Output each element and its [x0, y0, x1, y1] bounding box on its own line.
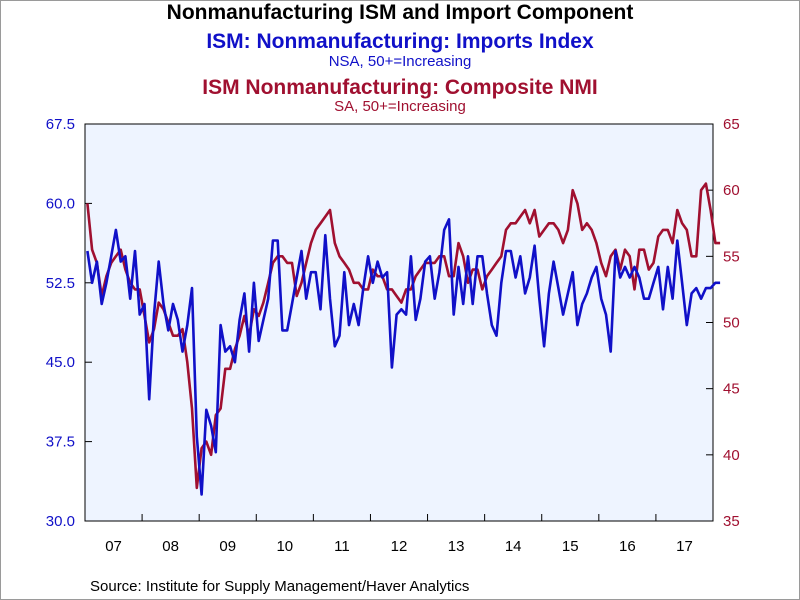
series-lines [86, 182, 721, 496]
right-axis: 35 40 45 50 55 60 65 [706, 116, 740, 530]
source-note: Source: Institute for Supply Management/… [90, 578, 470, 595]
series1-subtitle: NSA, 50+=Increasing [328, 53, 472, 70]
right-tick-label: 50 [723, 315, 740, 332]
x-tick-label: 10 [276, 538, 293, 555]
series1-title: ISM: Nonmanufacturing: Imports Index [206, 30, 594, 53]
right-tick-label: 35 [723, 513, 740, 530]
right-tick-label: 55 [723, 248, 740, 265]
x-tick-label: 08 [162, 538, 179, 555]
right-tick-label: 65 [723, 116, 740, 133]
x-tick-label: 11 [334, 538, 350, 555]
left-tick-label: 30.0 [46, 513, 75, 530]
x-tick-label: 15 [562, 538, 579, 555]
x-tick-label: 12 [391, 538, 408, 555]
x-tick-label: 07 [105, 538, 122, 555]
left-tick-label: 37.5 [46, 434, 75, 451]
imports-index-line [86, 218, 721, 496]
x-tick-label: 13 [448, 538, 465, 555]
right-tick-label: 40 [723, 447, 740, 464]
right-tick-label: 45 [723, 381, 740, 398]
x-tick-label: 16 [619, 538, 636, 555]
left-tick-label: 60.0 [46, 195, 75, 212]
left-tick-label: 45.0 [46, 354, 75, 371]
left-tick-label: 67.5 [46, 116, 75, 133]
series2-title: ISM Nonmanufacturing: Composite NMI [202, 76, 598, 99]
x-tick-label: 09 [219, 538, 236, 555]
plot-area [84, 123, 714, 522]
x-tick-label: 14 [505, 538, 522, 555]
series2-subtitle: SA, 50+=Increasing [334, 98, 466, 115]
left-tick-label: 52.5 [46, 275, 75, 292]
right-tick-label: 60 [723, 182, 740, 199]
x-axis: 07 08 09 10 11 12 13 14 15 16 17 [105, 514, 693, 555]
chart-title: Nonmanufacturing ISM and Import Componen… [166, 1, 634, 24]
x-tick-label: 17 [676, 538, 693, 555]
